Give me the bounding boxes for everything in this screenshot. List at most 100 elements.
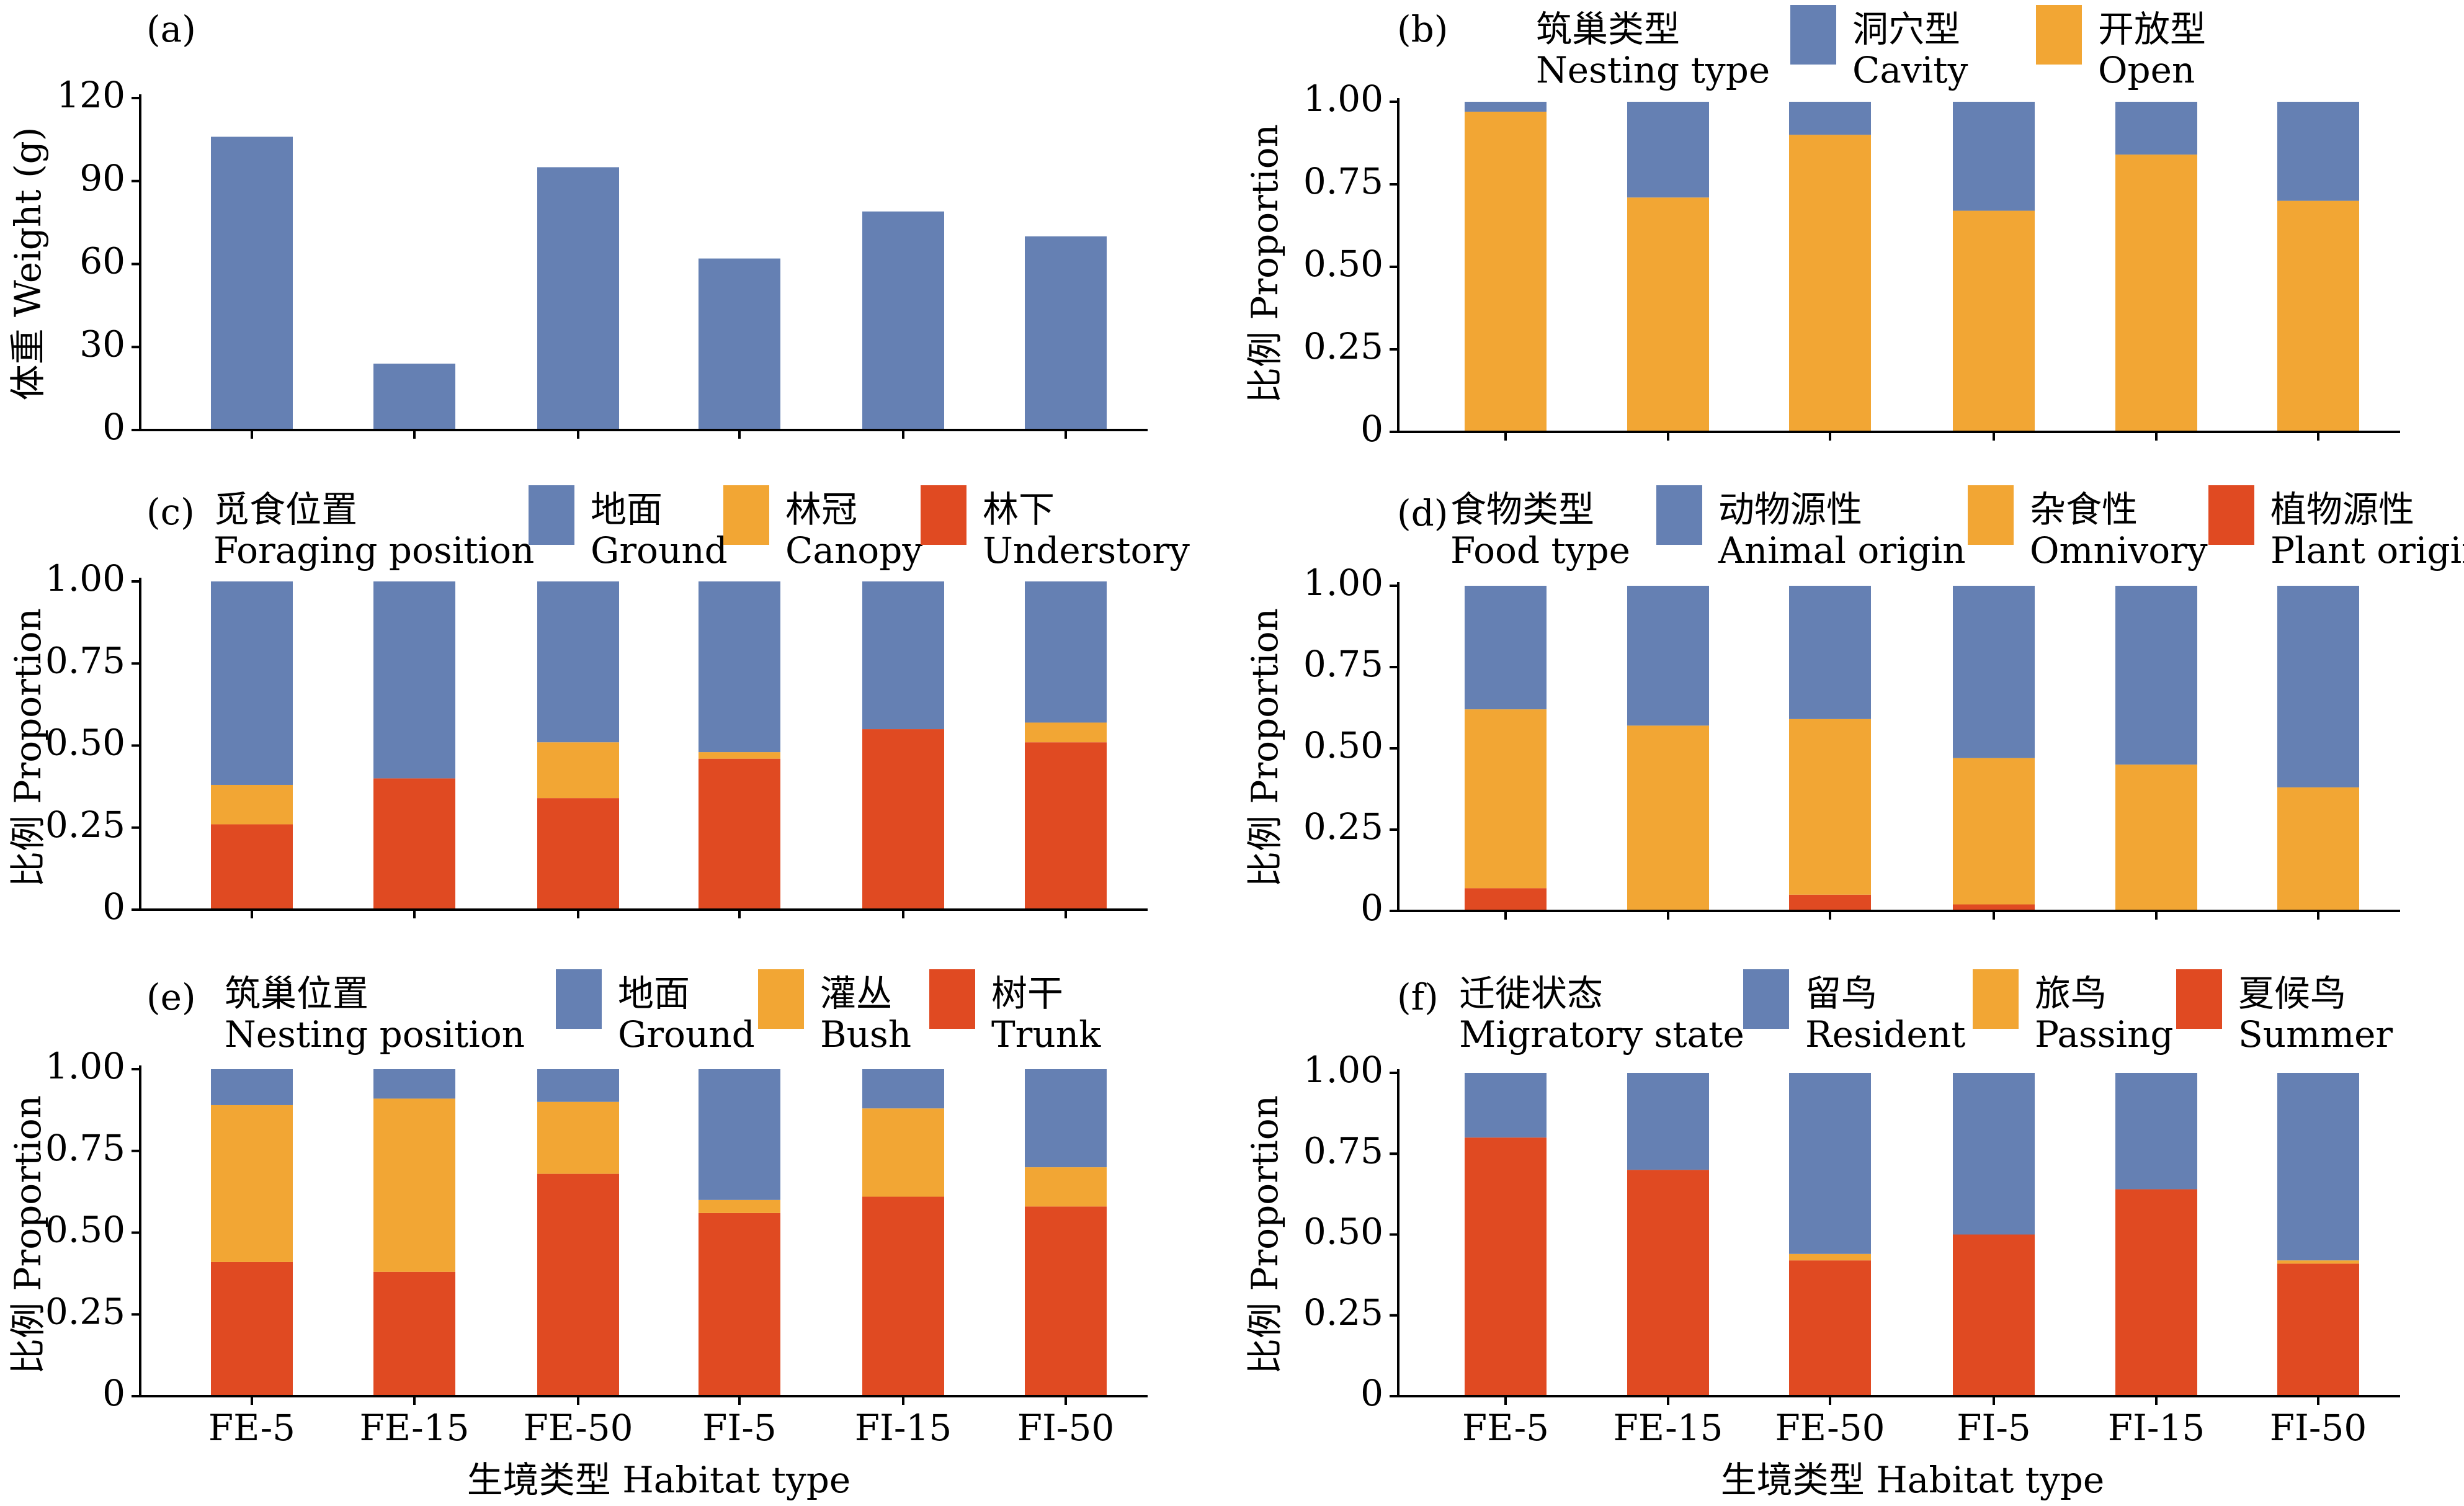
- chart-panel-c: (c) 0 0.25 0.50 0.75 1.00 比例 Proportion 觅食位置For…: [7, 485, 1190, 928]
- bar-bush-fi-5: [699, 1199, 780, 1213]
- legend-swatch: [2036, 5, 2082, 65]
- bar-summer-fi-15: [2115, 1189, 2197, 1396]
- x-tick-label: FE-5: [208, 1407, 295, 1449]
- bar-cavity-fi-5: [1953, 102, 2035, 211]
- legend-title: 食物类型: [1450, 488, 1594, 531]
- bar-summer-fi-5: [1953, 1234, 2035, 1396]
- bar-animal-origin-fi-5: [1953, 586, 2035, 758]
- panel-label: (e): [146, 976, 196, 1018]
- chart-panel-f: (f) 0 0.25 0.50 0.75 1.00 比例 Proportion 迁徙状态Mig…: [1244, 969, 2400, 1501]
- legend-swatch: [921, 485, 966, 545]
- bar-understory-fi-15: [862, 729, 944, 910]
- bar-ground-fe-5: [211, 1069, 293, 1105]
- y-tick-label: 1.00: [45, 1045, 125, 1087]
- bar-cavity-fe-50: [1789, 102, 1871, 135]
- bar-ground-fi-5: [699, 581, 780, 753]
- bar-plant-origin-fi-5: [1953, 904, 2035, 911]
- legend-swatch: [1743, 969, 1789, 1029]
- chart-panel-b: (b) 0 0.25 0.50 0.75 1.00 比例 Proportion 筑巢类型Nes…: [1244, 5, 2400, 450]
- bar-open-fe-5: [1465, 111, 1547, 432]
- chart-panel-e: (e) 0 0.25 0.50 0.75 1.00 比例 Proportion 筑巢位置Nes…: [7, 969, 1148, 1501]
- bar-bush-fe-5: [211, 1105, 293, 1262]
- bar-open-fi-5: [1953, 210, 2035, 432]
- legend-label: 开放型: [2098, 8, 2206, 50]
- legend-label-en: Passing: [2035, 1013, 2174, 1056]
- legend-label-en: Open: [2098, 49, 2195, 91]
- legend-label: 旅鸟: [2035, 972, 2107, 1015]
- legend-label: 植物源性: [2270, 488, 2414, 531]
- y-tick-label: 0.50: [45, 722, 125, 764]
- bar-ground-fe-15: [373, 581, 455, 779]
- y-tick-label: 0: [102, 406, 125, 448]
- bar-trunk-fi-15: [862, 1196, 944, 1396]
- bar-summer-fe-50: [1789, 1260, 1871, 1396]
- bar-trunk-fe-5: [211, 1262, 293, 1396]
- legend-label-en: Trunk: [991, 1013, 1101, 1056]
- legend-label: 林冠: [785, 488, 857, 531]
- bar-canopy-fe-5: [211, 784, 293, 825]
- bar-open-fe-50: [1789, 135, 1871, 432]
- legend-label: 地面: [591, 488, 663, 531]
- legend-label-en: Ground: [618, 1013, 755, 1056]
- x-tick-label: FI-50: [1017, 1407, 1115, 1449]
- y-tick-label: 90: [79, 157, 125, 199]
- bar-resident-fi-15: [2115, 1073, 2197, 1190]
- y-tick-label: 0: [1360, 408, 1383, 450]
- legend-label-en: Summer: [2238, 1013, 2393, 1056]
- y-tick-label: 0.75: [45, 639, 125, 681]
- y-tick-label: 0.25: [1303, 1291, 1383, 1333]
- bar-ground-fe-50: [537, 581, 619, 743]
- legend-label: 留鸟: [1805, 972, 1877, 1015]
- legend-label-en: Understory: [983, 529, 1190, 571]
- y-tick-label: 0.75: [45, 1127, 125, 1169]
- y-tick-label: 0.25: [45, 1290, 125, 1332]
- y-tick-label: 0.50: [1303, 243, 1383, 285]
- bar-trunk-fe-50: [537, 1173, 619, 1396]
- bar-weight-fi-5: [699, 258, 780, 430]
- x-tick-label: FE-50: [1775, 1407, 1885, 1449]
- y-tick-label: 1.00: [1303, 78, 1383, 120]
- legend-label: 夏候鸟: [2238, 972, 2346, 1015]
- y-tick-label: 0: [102, 885, 125, 928]
- legend-label-en: Cavity: [1852, 49, 1968, 91]
- bar-plant-origin-fe-50: [1789, 894, 1871, 911]
- y-axis-title: 比例 Proportion: [1244, 1095, 1286, 1374]
- bar-animal-origin-fe-50: [1789, 586, 1871, 719]
- bar-ground-fi-50: [1025, 1069, 1107, 1168]
- legend-swatch: [1790, 5, 1836, 65]
- x-tick-label: FE-50: [523, 1407, 633, 1449]
- bar-canopy-fi-50: [1025, 722, 1107, 743]
- bar-ground-fe-50: [537, 1069, 619, 1102]
- bar-resident-fe-50: [1789, 1073, 1871, 1254]
- legend-label-en: Canopy: [785, 529, 922, 571]
- x-tick-label: FI-15: [855, 1407, 952, 1449]
- legend-label: 灌丛: [820, 972, 892, 1015]
- x-axis-title: 生境类型 Habitat type: [467, 1459, 850, 1501]
- y-tick-label: 1.00: [1303, 562, 1383, 604]
- bar-cavity-fi-15: [2115, 102, 2197, 155]
- y-axis-title: 比例 Proportion: [1244, 124, 1286, 403]
- legend-swatch: [1968, 485, 2014, 545]
- bar-trunk-fi-5: [699, 1212, 780, 1396]
- panel-label: (f): [1397, 976, 1439, 1018]
- bar-resident-fe-5: [1465, 1073, 1547, 1138]
- y-tick-label: 0: [102, 1372, 125, 1414]
- legend-label-en: Ground: [591, 529, 728, 571]
- legend-title-en: Migratory state: [1459, 1013, 1744, 1056]
- bar-omnivory-fi-15: [2115, 764, 2197, 911]
- bar-animal-origin-fe-5: [1465, 586, 1547, 710]
- legend-label: 洞穴型: [1852, 8, 1960, 50]
- legend-title: 迁徙状态: [1459, 972, 1603, 1015]
- bar-canopy-fi-5: [699, 752, 780, 759]
- x-tick-label: FE-5: [1462, 1407, 1549, 1449]
- legend-label-en: Omnivory: [2030, 529, 2208, 571]
- x-tick-label: FE-15: [359, 1407, 469, 1449]
- bar-weight-fe-15: [373, 364, 455, 430]
- bar-animal-origin-fe-15: [1627, 586, 1709, 726]
- legend-label: 林下: [983, 488, 1055, 531]
- bar-understory-fi-50: [1025, 742, 1107, 910]
- legend-title: 觅食位置: [213, 488, 357, 531]
